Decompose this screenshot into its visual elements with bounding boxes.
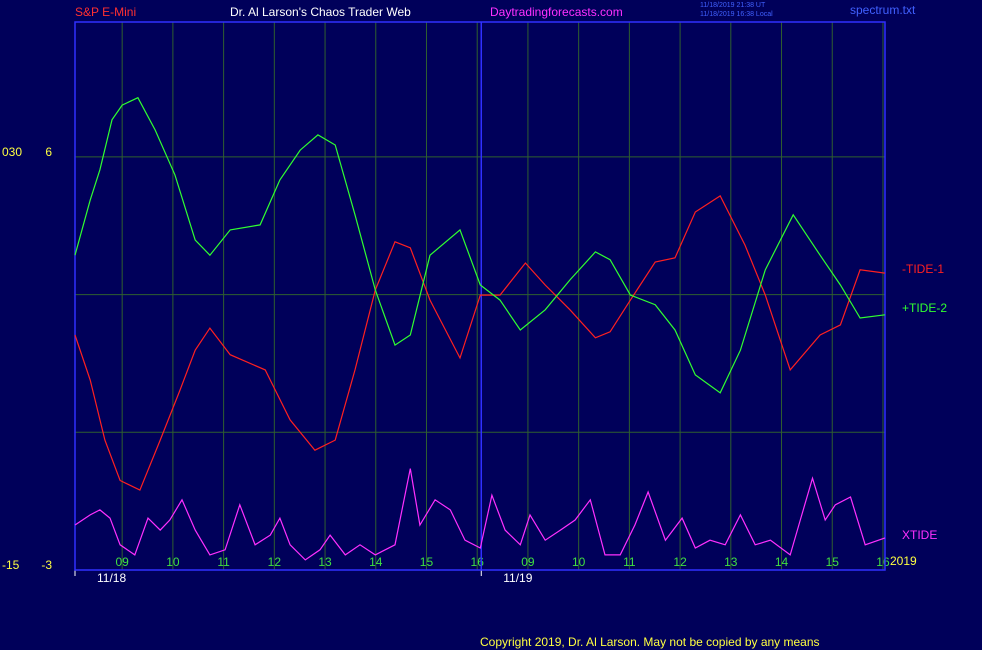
x-tick-label: 14	[775, 555, 789, 569]
series-line	[74, 96, 886, 394]
x-tick-label: 09	[521, 555, 535, 569]
y2-tick-label: 030	[2, 145, 22, 159]
series-line	[74, 468, 886, 561]
date-label: 11/18	[97, 571, 126, 585]
x-tick-label: 13	[724, 555, 738, 569]
copyright: Copyright 2019, Dr. Al Larson. May not b…	[480, 635, 820, 649]
site-url: Daytradingforecasts.com	[490, 5, 623, 19]
file-name: spectrum.txt	[850, 3, 916, 17]
x-tick-label: 10	[572, 555, 586, 569]
x-tick-label: 12	[673, 555, 687, 569]
instrument: S&P E-Mini	[75, 5, 136, 19]
legend-label: +TIDE-2	[902, 301, 947, 315]
x-tick-label: 12	[268, 555, 282, 569]
x-tick-label: 09	[115, 555, 129, 569]
x-tick-label: 11	[217, 555, 230, 569]
plot-frame	[74, 21, 886, 571]
y2-tick-label: -15	[2, 558, 20, 572]
y-tick-label: -3	[41, 558, 52, 572]
date-label: 11/19	[503, 571, 532, 585]
x-tick-label: 16	[471, 555, 485, 569]
legend-label: XTIDE	[902, 528, 937, 542]
time-local: 11/18/2019 16:38 Local	[700, 11, 773, 18]
x-tick-label: 14	[369, 555, 383, 569]
x-tick-label: 15	[420, 555, 434, 569]
legend-label: -TIDE-1	[902, 262, 944, 276]
x-tick-label: 15	[826, 555, 840, 569]
series-line	[74, 195, 886, 491]
time-ut: 11/18/2019 21:38 UT	[700, 2, 766, 9]
x-tick-label: 11	[623, 555, 636, 569]
y-tick-label: 6	[45, 145, 52, 159]
year: 2019	[890, 554, 917, 568]
site-title: Dr. Al Larson's Chaos Trader Web	[230, 5, 411, 19]
x-tick-label: 10	[166, 555, 180, 569]
x-tick-label: 16	[876, 555, 890, 569]
x-tick-label: 13	[318, 555, 332, 569]
